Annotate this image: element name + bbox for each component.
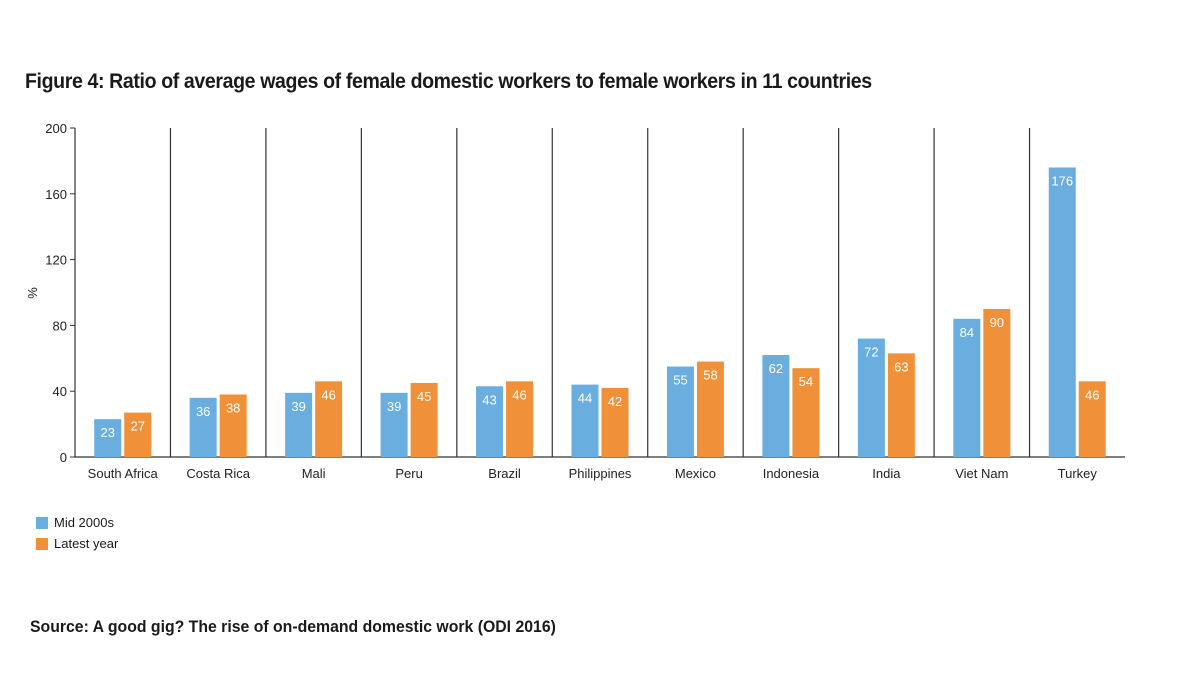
legend-swatch-mid-2000s [36,516,48,529]
bar [506,381,534,457]
data-label: 54 [799,374,813,389]
bar [666,366,694,457]
data-label: 72 [864,345,878,360]
category-label: Indonesia [763,466,820,481]
category-label: Turkey [1058,466,1098,481]
data-label: 46 [321,387,335,402]
data-label: 58 [703,368,717,383]
bar [285,392,313,457]
legend-item-latest-year: Latest year [36,533,118,554]
data-label: 46 [1085,387,1099,402]
category-label: Philippines [569,466,632,481]
y-tick-label: 80 [53,318,67,333]
y-axis-label: % [25,287,40,299]
data-label: 84 [960,325,974,340]
data-label: 23 [100,425,114,440]
bar [696,361,724,457]
category-label: Costa Rica [186,466,250,481]
y-tick-label: 160 [45,187,67,202]
data-label: 38 [226,400,240,415]
bar [887,353,915,457]
data-label: 44 [578,391,592,406]
bar [792,368,820,457]
bar [410,382,438,457]
bar [571,384,599,457]
category-label: Brazil [488,466,521,481]
bar [476,386,504,457]
category-label: India [872,466,901,481]
category-label: Peru [395,466,422,481]
legend-swatch-latest-year [36,537,48,550]
y-tick-label: 200 [45,121,67,136]
bar [124,412,152,457]
bar [601,387,629,457]
data-label: 55 [673,373,687,388]
legend-label-latest-year: Latest year [54,536,119,551]
category-label: Viet Nam [955,466,1008,481]
data-label: 27 [130,419,144,434]
bar [315,381,343,457]
data-label: 39 [291,399,305,414]
source-note: Source: A good gig? The rise of on-deman… [30,617,556,636]
category-label: Mexico [675,466,716,481]
bar [219,394,247,457]
y-tick-label: 120 [45,253,67,268]
category-label: South Africa [88,466,159,481]
data-label: 39 [387,399,401,414]
data-label: 62 [769,361,783,376]
data-label: 90 [990,315,1004,330]
data-label: 36 [196,404,210,419]
legend: Mid 2000s Latest year [36,512,118,554]
bar [983,308,1011,457]
legend-item-mid-2000s: Mid 2000s [36,512,118,533]
bar [94,419,122,457]
legend-label-mid-2000s: Mid 2000s [54,515,114,530]
bar-chart: 0 40 80 120 160 200% 23 27 South Africa 36 38 Costa… [25,121,1125,481]
data-label: 46 [512,387,526,402]
data-label: 45 [417,389,431,404]
bar [953,318,981,457]
bar [380,392,408,457]
bar [189,397,217,457]
data-label: 63 [894,359,908,374]
y-tick-label: 40 [53,384,67,399]
data-label: 42 [608,394,622,409]
data-label: 176 [1051,173,1073,188]
category-label: Mali [302,466,326,481]
bar [762,355,790,457]
data-label: 43 [482,392,496,407]
bar [1048,167,1076,458]
bar [1078,381,1106,457]
bar [857,338,885,457]
chart-title: Figure 4: Ratio of average wages of fema… [25,70,872,93]
y-tick-label: 0 [60,450,67,465]
